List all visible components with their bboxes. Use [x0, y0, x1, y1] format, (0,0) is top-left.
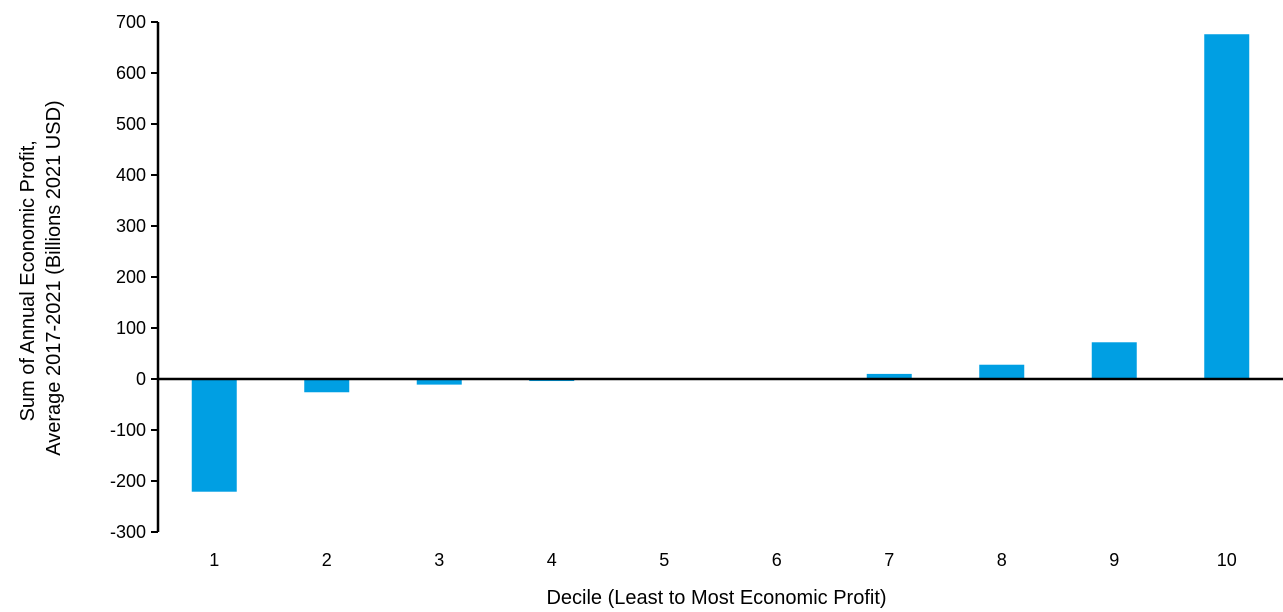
bar-decile-9	[1091, 342, 1137, 379]
x-tick-label: 9	[1109, 550, 1119, 570]
y-tick-label: 200	[116, 267, 146, 287]
x-tick-label: 10	[1217, 550, 1237, 570]
axes-layer	[156, 22, 1283, 532]
y-tick-label: 500	[116, 114, 146, 134]
x-axis-title: Decile (Least to Most Economic Profit)	[546, 587, 886, 609]
x-tick-labels: 1 2 3 4 5 6 7 8 9 10	[209, 550, 1237, 570]
bar-decile-7	[866, 373, 912, 379]
x-tick-label: 2	[322, 550, 332, 570]
x-tick-label: 6	[772, 550, 782, 570]
y-tick-label: 100	[116, 318, 146, 338]
y-tick-label: 600	[116, 63, 146, 83]
y-axis-title-line-1: Sum of Annual Economic Profit,	[17, 140, 39, 421]
y-axis-title-line-2: Average 2017-2021 (Billions 2021 USD)	[43, 100, 65, 455]
y-tick-label: -300	[110, 522, 146, 542]
y-tick-label: 300	[116, 216, 146, 236]
bar-decile-8	[979, 364, 1025, 379]
y-tick-label: 0	[136, 369, 146, 389]
y-ticks: -300 -200 -100 0 100 200 300 400 500 600 700	[110, 12, 158, 542]
y-axis-title: Sum of Annual Economic Profit, Average 2…	[17, 100, 65, 455]
bar-decile-2	[304, 379, 350, 393]
bars-layer	[191, 34, 1250, 492]
x-tick-label: 5	[659, 550, 669, 570]
x-tick-label: 7	[884, 550, 894, 570]
x-tick-label: 8	[997, 550, 1007, 570]
x-tick-label: 3	[434, 550, 444, 570]
y-tick-label: 700	[116, 12, 146, 32]
bar-decile-1	[191, 379, 237, 492]
y-tick-label: -200	[110, 471, 146, 491]
y-tick-label: 400	[116, 165, 146, 185]
bar-decile-10	[1204, 34, 1250, 380]
y-tick-label: -100	[110, 420, 146, 440]
x-tick-label: 1	[209, 550, 219, 570]
x-tick-label: 4	[547, 550, 557, 570]
bar-decile-3	[416, 379, 462, 385]
